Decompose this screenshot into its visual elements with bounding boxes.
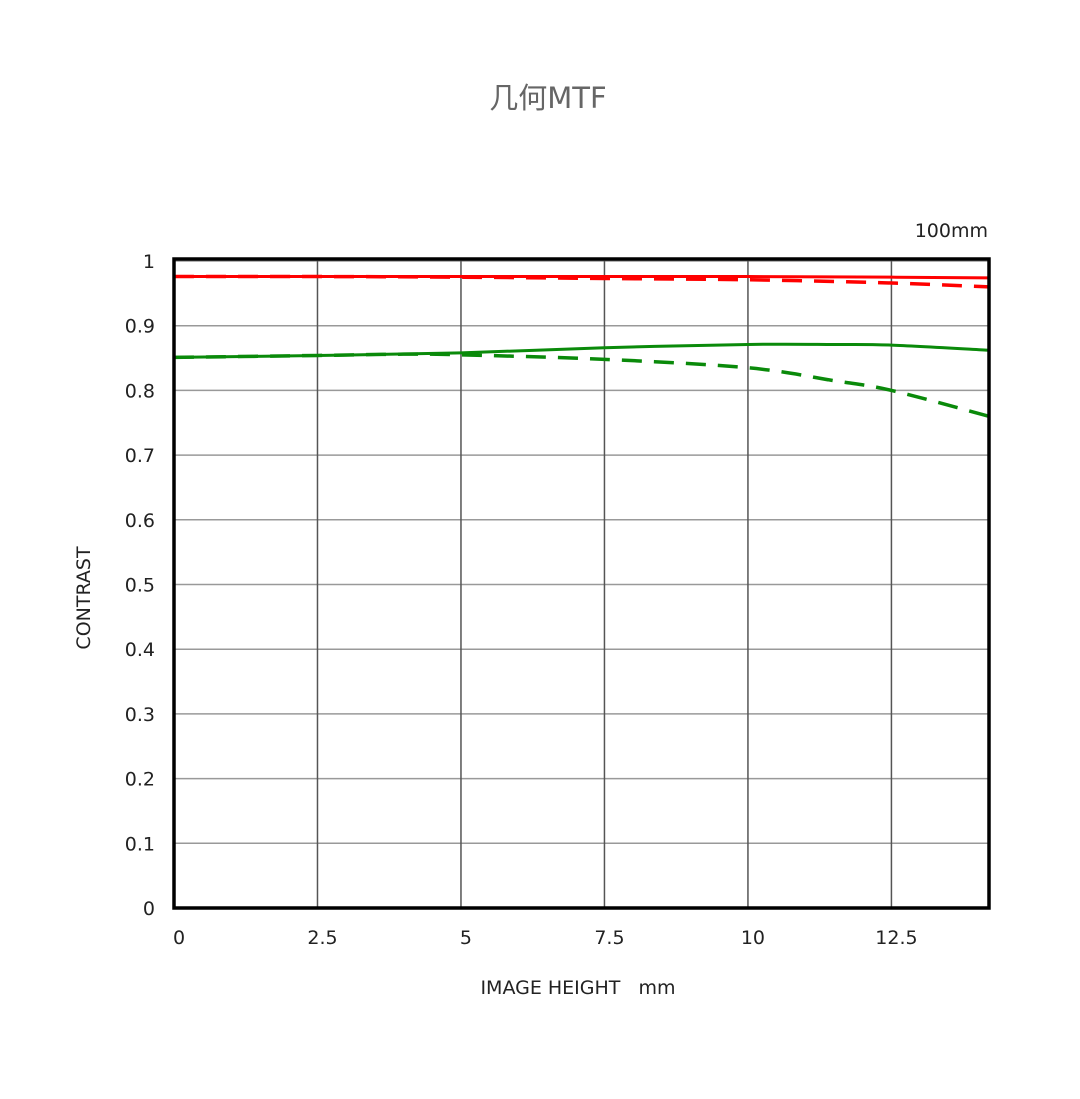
series-line-3-dashed [173, 352, 990, 418]
y-tick-label: 0.9 [125, 316, 155, 338]
series-line-0-solid [174, 274, 990, 280]
x-tick-label: 5 [460, 927, 472, 949]
chart-title: 几何MTF [489, 81, 606, 115]
x-tick-label: 12.5 [875, 927, 917, 949]
y-tick-label: 0.4 [125, 639, 155, 661]
x-tick-label: 0 [173, 927, 185, 949]
y-tick-label: 0.6 [125, 510, 155, 532]
y-tick-label: 0.8 [125, 380, 155, 402]
x-tick-label: 2.5 [307, 927, 337, 949]
x-tick-label: 7.5 [594, 927, 624, 949]
y-tick-label: 1 [143, 251, 155, 273]
x-axis-label: IMAGE HEIGHT mm [480, 977, 675, 999]
chart-subtitle: 100mm [915, 220, 988, 242]
y-tick-label: 0.1 [125, 833, 155, 855]
y-tick-label: 0.5 [125, 575, 155, 597]
y-tick-label: 0 [143, 898, 155, 920]
y-tick-label: 0.3 [125, 704, 155, 726]
y-axis-label: CONTRAST [73, 546, 95, 650]
series-line-2-solid [173, 342, 990, 359]
plot-frame [172, 257, 991, 910]
y-tick-label: 0.7 [125, 445, 155, 467]
series-line-1-dashed [173, 274, 990, 289]
x-tick-label: 10 [741, 927, 765, 949]
y-tick-label: 0.2 [125, 769, 155, 791]
